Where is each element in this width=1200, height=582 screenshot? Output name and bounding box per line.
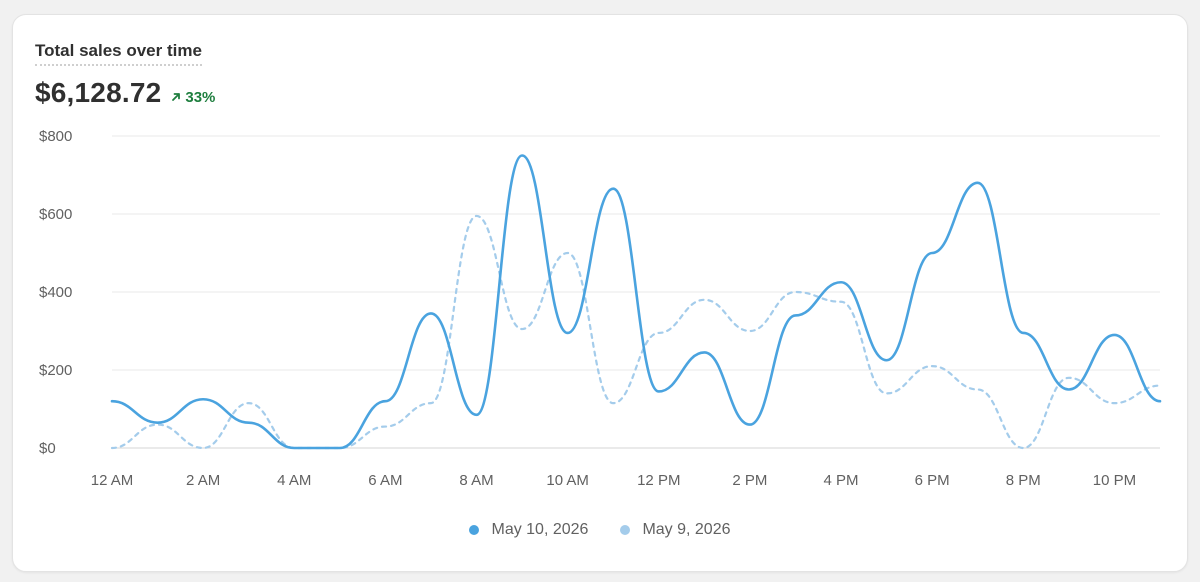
x-tick-label: 2 PM bbox=[732, 472, 767, 489]
change-percent: 33% bbox=[185, 88, 216, 106]
x-tick-label: 8 PM bbox=[1006, 472, 1041, 489]
y-axis-labels: $0 $200 $400 $600 $800 bbox=[39, 128, 72, 457]
y-tick-label: $400 bbox=[39, 284, 72, 301]
legend-swatch-current bbox=[469, 525, 480, 535]
series-line-previous[interactable] bbox=[110, 214, 1162, 450]
legend-label-current: May 10, 2026 bbox=[491, 521, 589, 538]
x-tick-label: 10 PM bbox=[1093, 472, 1136, 489]
card-title[interactable]: Total sales over time bbox=[35, 41, 202, 66]
y-tick-label: $800 bbox=[39, 128, 72, 145]
y-tick-label: $200 bbox=[39, 362, 72, 379]
y-tick-label: $0 bbox=[39, 440, 56, 457]
y-tick-label: $600 bbox=[39, 206, 72, 223]
x-tick-label: 4 AM bbox=[277, 472, 311, 489]
chart-series-lines bbox=[110, 154, 1162, 450]
legend-item-current[interactable]: May 10, 2026 bbox=[469, 521, 588, 539]
x-axis-labels: 12 AM 2 AM 4 AM 6 AM 8 AM 10 AM 12 PM 2 PM 4 PM 6… bbox=[91, 472, 1136, 489]
series-line-current[interactable] bbox=[110, 154, 1162, 450]
total-sales-value: $6,128.72 bbox=[35, 77, 162, 108]
sales-line-chart[interactable]: $0 $200 $400 $600 $800 12 AM 2 AM 4 AM 6 AM 8 AM… bbox=[13, 15, 1187, 515]
x-tick-label: 12 AM bbox=[91, 472, 134, 489]
legend-item-previous[interactable]: May 9, 2026 bbox=[620, 521, 731, 539]
chart-legend: May 10, 2026 May 9, 2026 bbox=[13, 521, 1187, 539]
x-tick-label: 12 PM bbox=[637, 472, 680, 489]
metric-row: $6,128.72 33% bbox=[35, 77, 215, 109]
legend-swatch-previous bbox=[620, 525, 631, 535]
x-tick-label: 6 AM bbox=[368, 472, 402, 489]
x-tick-label: 6 PM bbox=[915, 472, 950, 489]
legend-label-previous: May 9, 2026 bbox=[642, 521, 731, 538]
arrow-up-right-icon bbox=[172, 93, 181, 101]
x-tick-label: 10 AM bbox=[546, 472, 589, 489]
x-tick-label: 2 AM bbox=[186, 472, 220, 489]
x-tick-label: 8 AM bbox=[459, 472, 493, 489]
x-tick-label: 4 PM bbox=[824, 472, 859, 489]
sales-card: Total sales over time $6,128.72 33% $0 $2… bbox=[12, 14, 1188, 572]
change-badge: 33% bbox=[171, 89, 215, 106]
